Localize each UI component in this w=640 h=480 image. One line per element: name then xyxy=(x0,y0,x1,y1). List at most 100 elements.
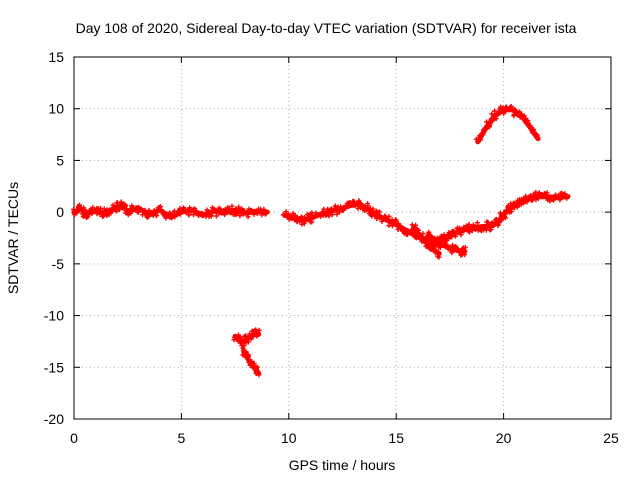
data-point xyxy=(329,212,335,218)
data-point xyxy=(236,204,242,210)
data-point xyxy=(395,227,401,233)
data-point xyxy=(434,235,440,241)
data-point xyxy=(151,208,157,214)
data-point xyxy=(85,214,91,220)
data-point xyxy=(487,120,493,126)
data-point xyxy=(386,214,392,219)
data-point xyxy=(551,197,557,203)
series-main-track xyxy=(71,199,270,221)
series-low-segment-2 xyxy=(240,345,262,378)
data-point xyxy=(211,207,217,213)
x-tick-label: 0 xyxy=(70,430,78,446)
data-point xyxy=(146,207,152,213)
data-point xyxy=(288,216,294,222)
data-point xyxy=(255,330,261,336)
data-point xyxy=(539,194,545,200)
data-point xyxy=(488,116,494,122)
data-point xyxy=(379,218,385,224)
x-tick-label: 5 xyxy=(178,430,186,446)
data-point xyxy=(449,250,455,256)
data-point xyxy=(477,137,483,143)
data-point xyxy=(77,202,82,208)
data-point xyxy=(447,244,453,250)
data-point xyxy=(291,214,297,220)
data-point xyxy=(507,206,513,212)
data-point xyxy=(254,368,260,374)
data-point xyxy=(123,203,128,209)
data-point xyxy=(486,124,492,130)
y-tick-label: -15 xyxy=(44,359,64,375)
data-point xyxy=(256,327,262,333)
data-point xyxy=(187,205,193,211)
data-point xyxy=(481,127,487,133)
data-point xyxy=(416,227,421,233)
data-point xyxy=(136,204,141,210)
data-point xyxy=(171,208,177,214)
data-point xyxy=(188,209,194,215)
data-point xyxy=(480,131,486,137)
data-point xyxy=(420,231,426,237)
data-point xyxy=(337,209,342,215)
data-point xyxy=(465,226,471,232)
data-point xyxy=(469,227,475,233)
y-axis-label: SDTVAR / TECUs xyxy=(5,182,21,294)
chart-title: Day 108 of 2020, Sidereal Day-to-day VTE… xyxy=(76,20,577,36)
x-tick-label: 20 xyxy=(496,430,512,446)
data-point xyxy=(338,204,343,210)
data-point xyxy=(192,206,198,212)
x-tick-label: 15 xyxy=(388,430,404,446)
data-point xyxy=(461,224,467,230)
data-point xyxy=(146,214,151,220)
data-point xyxy=(428,236,434,242)
data-point xyxy=(331,206,337,211)
data-point xyxy=(455,246,461,252)
data-point xyxy=(524,199,530,205)
data-point xyxy=(157,204,163,209)
data-point xyxy=(393,218,399,224)
data-point xyxy=(326,213,332,219)
y-tick-label: 15 xyxy=(48,49,64,65)
data-point xyxy=(262,211,268,217)
data-point xyxy=(261,206,267,212)
data-point xyxy=(493,116,499,122)
data-point xyxy=(372,212,378,217)
data-point xyxy=(315,213,320,219)
data-point xyxy=(159,208,165,214)
data-point xyxy=(438,233,444,239)
data-point xyxy=(466,221,472,227)
data-point xyxy=(389,223,395,229)
data-point xyxy=(83,210,89,216)
data-point xyxy=(251,211,257,217)
data-point xyxy=(508,209,514,215)
data-point xyxy=(177,211,183,217)
data-point xyxy=(356,198,362,204)
data-point xyxy=(561,191,567,197)
data-point xyxy=(515,203,521,209)
plot-frame xyxy=(73,56,612,420)
data-point xyxy=(302,218,308,224)
data-point xyxy=(229,203,235,209)
data-point xyxy=(297,217,303,223)
data-point xyxy=(256,372,262,378)
data-point xyxy=(462,245,468,250)
data-point xyxy=(535,196,541,201)
y-tick-label: -10 xyxy=(44,308,64,324)
data-point xyxy=(564,194,570,200)
data-point xyxy=(453,233,458,239)
series-low-segment-1 xyxy=(231,327,262,349)
data-point xyxy=(110,202,116,208)
data-point xyxy=(490,220,496,226)
series-branch-right xyxy=(425,229,468,258)
plot-series xyxy=(71,103,571,378)
grid xyxy=(74,57,611,419)
data-point xyxy=(347,200,353,205)
series-branch-down xyxy=(409,222,442,260)
data-point xyxy=(418,236,424,242)
y-axis: -20 -15 -10 -5 0 5 10 15 xyxy=(44,49,611,427)
data-point xyxy=(457,248,463,254)
data-point xyxy=(459,252,465,257)
data-point xyxy=(429,244,435,250)
x-axis-label: GPS time / hours xyxy=(289,457,396,473)
data-point xyxy=(320,209,326,215)
